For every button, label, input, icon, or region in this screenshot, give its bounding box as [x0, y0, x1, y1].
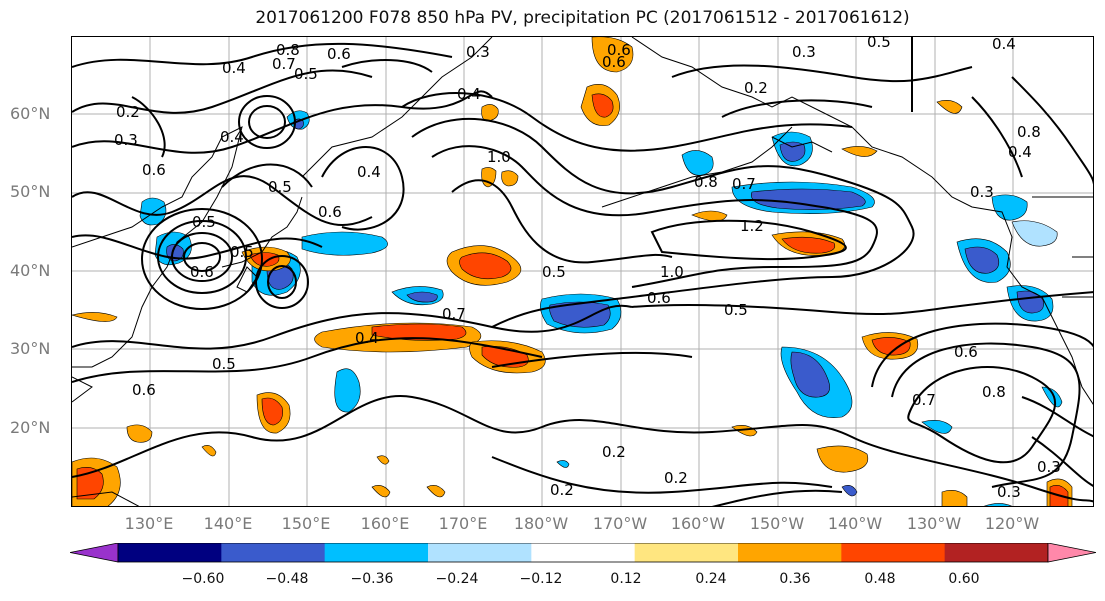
colorbar-tick: 0.24	[695, 571, 727, 587]
contour-label: 0.5	[268, 178, 292, 196]
contour-label: 0.7	[732, 175, 756, 193]
colorbar-tick: 0.48	[864, 571, 896, 587]
colorbar	[69, 542, 1097, 567]
pv-contours	[72, 37, 1093, 506]
lat-label-40n: 40°N	[10, 261, 51, 280]
colorbar-svg	[69, 542, 1097, 563]
colorbar-tick: 0.36	[779, 571, 811, 587]
contour-label: 0.5	[294, 65, 318, 83]
colorbar-tick: 0.12	[610, 571, 642, 587]
colorbar-tick: −0.60	[181, 571, 225, 587]
contour-label: 0.4	[357, 163, 381, 181]
contour-label: 0.8	[276, 41, 300, 59]
lon-label-130w: 130°W	[906, 514, 962, 533]
contour-label: 0.7	[912, 391, 936, 409]
coastlines	[72, 37, 1093, 506]
colorbar-segment	[221, 543, 326, 562]
colorbar-segment	[324, 543, 429, 562]
colorbar-tick: −0.12	[519, 571, 563, 587]
contour-label: 0.2	[602, 443, 626, 461]
colorbar-segment	[634, 543, 739, 562]
contour-label: 1.2	[740, 217, 764, 235]
contour-label: 0.4	[355, 329, 379, 347]
contour-label: 1.0	[660, 263, 684, 281]
lon-label-140e: 140°E	[203, 514, 253, 533]
contour-label: 0.2	[664, 469, 688, 487]
contour-label: 0.2	[550, 481, 574, 499]
contour-label: 0.5	[192, 213, 216, 231]
colorbar-segment	[944, 543, 1049, 562]
contour-label: 0.6	[142, 161, 166, 179]
precip-negative-shading	[139, 110, 1063, 506]
contour-label: 0.5	[212, 355, 236, 373]
colorbar-extend-low	[69, 542, 119, 563]
contour-label: 0.3	[1037, 458, 1061, 476]
colorbar-segment	[841, 543, 946, 562]
contour-label: 0.4	[1008, 143, 1032, 161]
lon-label-150e: 150°E	[281, 514, 331, 533]
colorbar-segments	[117, 542, 1049, 563]
lon-label-160w: 160°W	[670, 514, 726, 533]
contour-label: 0.4	[222, 59, 246, 77]
contour-label: 0.6	[647, 289, 671, 307]
map-canvas: 0.8 0.6 0.5 0.3 0.6 0.6 0.4 0.2 0.3 0.4 …	[72, 37, 1093, 506]
colorbar-tick: −0.24	[435, 571, 479, 587]
contour-label: 0.2	[116, 103, 140, 121]
contour-label: 0.3	[114, 131, 138, 149]
lat-label-20n: 20°N	[10, 418, 51, 437]
colorbar-tick: −0.48	[265, 571, 309, 587]
lon-label-150w: 150°W	[749, 514, 805, 533]
lat-label-60n: 60°N	[10, 104, 51, 123]
contour-label: 0.8	[1017, 123, 1041, 141]
lat-label-30n: 30°N	[10, 339, 51, 358]
contour-label: 0.4	[220, 128, 244, 146]
contour-label: 0.8	[694, 173, 718, 191]
lon-label-120w: 120°W	[984, 514, 1040, 533]
lon-label-130e: 130°E	[124, 514, 174, 533]
contour-label: 0.6	[607, 41, 631, 59]
precip-positive-shading	[72, 37, 1073, 506]
colorbar-segment	[531, 543, 636, 562]
colorbar-segment	[428, 543, 532, 562]
colorbar-segment	[738, 543, 842, 562]
map-panel: 0.8 0.6 0.5 0.3 0.6 0.6 0.4 0.2 0.3 0.4 …	[71, 36, 1094, 507]
contour-label: 0.6	[318, 203, 342, 221]
lon-label-170e: 170°E	[438, 514, 488, 533]
colorbar-extend-high	[1047, 542, 1097, 563]
colorbar-tick: 0.60	[948, 571, 980, 587]
lon-label-170w: 170°W	[592, 514, 648, 533]
contour-label: 0.6	[954, 343, 978, 361]
colorbar-segment	[118, 543, 222, 562]
contour-label: 0.5	[867, 37, 891, 51]
contour-label: 0.6	[132, 381, 156, 399]
contour-label: 0.4	[457, 85, 481, 103]
map-title: 2017061200 F078 850 hPa PV, precipitatio…	[255, 8, 910, 28]
lon-label-180w: 180°W	[513, 514, 569, 533]
lon-label-140w: 140°W	[827, 514, 883, 533]
contour-label: 0.4	[992, 37, 1016, 53]
contour-label: 0.3	[466, 43, 490, 61]
contour-label: 0.5	[724, 301, 748, 319]
contour-label: 0.6	[602, 53, 626, 71]
contour-label: 0.3	[792, 43, 816, 61]
contour-label: 0.8	[982, 383, 1006, 401]
contour-label: 0.3	[970, 183, 994, 201]
contour-label: 0.5	[542, 263, 566, 281]
contour-label: 0.3	[997, 483, 1021, 501]
contour-label: 0.6	[190, 263, 214, 281]
contour-labels: 0.8 0.6 0.5 0.3 0.6 0.6 0.4 0.2 0.3 0.4 …	[114, 37, 1061, 501]
contour-label: 0.6	[327, 45, 351, 63]
contour-label: 0.2	[744, 79, 768, 97]
contour-label: 0.7	[442, 305, 466, 323]
contour-label: 1.0	[487, 148, 511, 166]
lon-label-160e: 160°E	[360, 514, 410, 533]
contour-label: 0.5	[230, 243, 254, 261]
colorbar-tick: −0.36	[350, 571, 394, 587]
contour-label: 0.7	[272, 55, 296, 73]
lat-label-50n: 50°N	[10, 182, 51, 201]
